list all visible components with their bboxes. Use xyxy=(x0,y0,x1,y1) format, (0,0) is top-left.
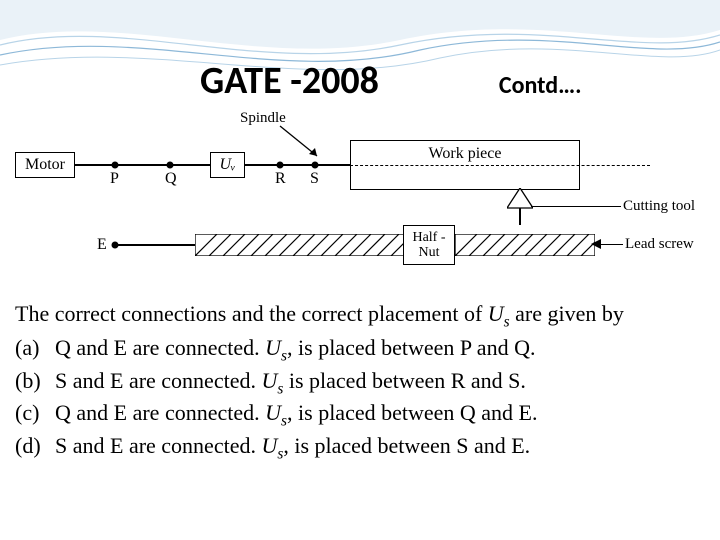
question-stem: The correct connections and the correct … xyxy=(15,300,715,332)
label-P: P xyxy=(110,170,119,188)
leadscrew-right xyxy=(455,234,595,256)
lathe-diagram: Motor P Q Uᵥ R S Spindle Work piece Cutt… xyxy=(15,110,705,290)
option-b: (b) S and E are connected. Us is placed … xyxy=(15,367,715,399)
page-title: GATE -2008 xyxy=(200,58,379,104)
label-R: R xyxy=(275,170,286,188)
cutting-tool-icon xyxy=(507,188,533,210)
label-E: E xyxy=(97,236,107,254)
question-block: The correct connections and the correct … xyxy=(15,300,715,464)
label-Q: Q xyxy=(165,170,177,188)
label-S: S xyxy=(310,170,319,188)
option-c: (c) Q and E are connected. Us, is placed… xyxy=(15,399,715,431)
contd-label: Contd…. xyxy=(499,71,582,100)
spindle-arrow xyxy=(275,124,335,164)
option-a: (a) Q and E are connected. Us, is placed… xyxy=(15,334,715,366)
motor-box: Motor xyxy=(15,152,75,178)
leadscrew-left xyxy=(195,234,405,256)
halfnut-box: Half - Nut xyxy=(403,225,455,265)
option-d: (d) S and E are connected. Us, is placed… xyxy=(15,432,715,464)
leadscrew-label: Lead screw xyxy=(625,236,694,253)
uv-box: Uᵥ xyxy=(210,152,245,178)
cutting-tool-label: Cutting tool xyxy=(623,198,695,215)
